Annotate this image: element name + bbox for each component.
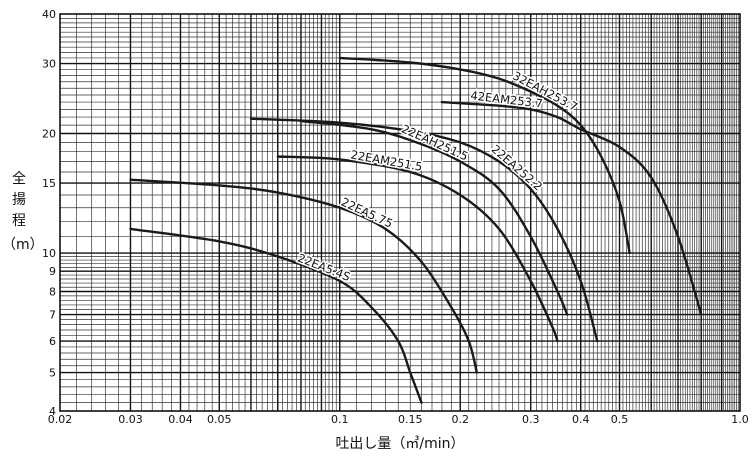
x-tick-label: 0.1 — [331, 413, 349, 426]
y-tick-label: 7 — [49, 309, 56, 322]
x-tick-label: 0.03 — [118, 413, 143, 426]
x-tick-labels: 0.02 0.03 0.04 0.05 0.1 0.15 0.2 0.3 0.4 0.5 1.0 — [48, 413, 749, 426]
y-tick-label: 9 — [49, 265, 56, 278]
y-axis-label-char-4: （m） — [2, 234, 44, 254]
curve-22EA5.75 — [131, 180, 477, 373]
x-tick-label: 1.0 — [731, 413, 749, 426]
curve-22EA252.2 — [251, 119, 597, 341]
curve-22EAH251.5 — [301, 121, 567, 315]
y-tick-label: 40 — [42, 8, 56, 21]
y-axis-label-char-3: 程 — [12, 210, 26, 230]
x-tick-label: 0.4 — [572, 413, 590, 426]
x-tick-label: 0.3 — [522, 413, 540, 426]
y-tick-label: 15 — [42, 177, 56, 190]
curve-label: 22EA5.75 — [339, 195, 395, 231]
y-tick-label: 6 — [49, 335, 56, 348]
y-axis-label-char-2: 揚 — [12, 189, 26, 209]
grid-minor — [60, 14, 740, 411]
y-axis-label-char-1: 全 — [12, 168, 26, 188]
y-tick-labels: 4 5 6 7 8 9 10 15 20 30 40 — [42, 8, 56, 418]
y-tick-label: 5 — [49, 367, 56, 380]
x-tick-label: 0.15 — [398, 413, 423, 426]
x-tick-label: 0.04 — [168, 413, 193, 426]
y-tick-label: 10 — [42, 247, 56, 260]
curve-22EAM251.5 — [278, 157, 558, 342]
x-axis-label: 吐出し量（㎥/min） — [335, 436, 464, 452]
x-tick-label: 0.5 — [611, 413, 629, 426]
y-tick-label: 4 — [49, 405, 56, 418]
x-tick-label: 0.05 — [207, 413, 232, 426]
y-tick-label: 8 — [49, 285, 56, 298]
y-tick-label: 30 — [42, 58, 56, 71]
x-tick-label: 0.2 — [451, 413, 469, 426]
curve-22EA5.4S — [131, 229, 422, 403]
y-tick-label: 20 — [42, 128, 56, 141]
